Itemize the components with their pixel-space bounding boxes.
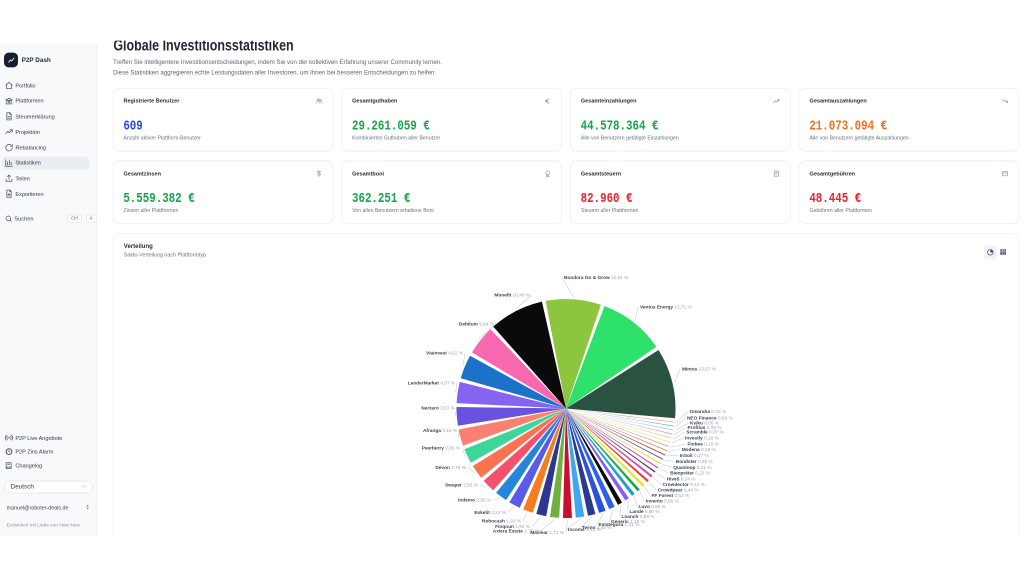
- svg-text:Estateguru 1,31 %: Estateguru 1,31 %: [599, 522, 641, 528]
- svg-text:FF Forest 0,53 %: FF Forest 0,53 %: [652, 493, 691, 499]
- svg-text:NEO Finance 0,04 %: NEO Finance 0,04 %: [687, 416, 733, 422]
- svg-text:Monefit 10,48 %: Monefit 10,48 %: [494, 293, 530, 299]
- svg-text:Crowdector 0,41 %: Crowdector 0,41 %: [663, 482, 706, 488]
- svg-text:LenderMarket 4,07 %: LenderMarket 4,07 %: [408, 381, 456, 387]
- svg-text:Ventus Energy 12,71 %: Ventus Energy 12,71 %: [640, 305, 693, 311]
- svg-text:Devon 2,75 %: Devon 2,75 %: [435, 465, 466, 471]
- svg-text:Twino 1,45 %: Twino 1,45 %: [582, 525, 612, 531]
- svg-text:Crowdpear 0,44 %: Crowdpear 0,44 %: [658, 488, 700, 494]
- svg-text:Bondora Go & Grow 10,61 %: Bondora Go & Grow 10,61 %: [564, 275, 629, 281]
- svg-text:Investly 0,10 %: Investly 0,10 %: [685, 436, 720, 442]
- svg-text:Afranga 3,18 %: Afranga 3,18 %: [423, 428, 458, 434]
- svg-text:Luvo 0,65 %: Luvo 0,65 %: [639, 504, 667, 510]
- svg-text:Generic 1,15 %: Generic 1,15 %: [611, 519, 646, 525]
- svg-text:Bienpréter 0,23 %: Bienpréter 0,23 %: [670, 471, 711, 477]
- svg-text:Robocash 1,93 %: Robocash 1,93 %: [482, 519, 522, 525]
- svg-text:Peerberry 2,85 %: Peerberry 2,85 %: [422, 446, 461, 452]
- svg-text:Lande 0,80 %: Lande 0,80 %: [630, 509, 661, 515]
- svg-text:Quanloop 0,21 %: Quanloop 0,21 %: [673, 465, 712, 471]
- svg-text:InSoil 0,17 %: InSoil 0,17 %: [680, 453, 710, 459]
- svg-text:Profitus 0,05 %: Profitus 0,05 %: [688, 425, 723, 431]
- svg-text:Maclear 1,71 %: Maclear 1,71 %: [530, 530, 565, 536]
- svg-text:Omaraha 0,03 %: Omaraha 0,03 %: [690, 409, 727, 415]
- svg-text:Nectaro 3,57 %: Nectaro 3,57 %: [421, 406, 456, 412]
- svg-text:Scramble 0,07 %: Scramble 0,07 %: [686, 430, 724, 436]
- svg-text:Esketit 2,22 %: Esketit 2,22 %: [474, 510, 506, 516]
- svg-text:Indemo 2,35 %: Indemo 2,35 %: [458, 498, 492, 504]
- svg-text:Kviku 0,05 %: Kviku 0,05 %: [690, 421, 720, 427]
- svg-text:Bondster 0,20 %: Bondster 0,20 %: [676, 459, 714, 465]
- svg-text:Debitum 5,64 %: Debitum 5,64 %: [459, 322, 495, 328]
- svg-text:Invento 0,56 %: Invento 0,56 %: [646, 499, 680, 505]
- svg-text:Mintos 13,57 %: Mintos 13,57 %: [682, 367, 717, 373]
- svg-text:Modena 0,16 %: Modena 0,16 %: [682, 447, 717, 453]
- svg-text:Finqoun 1,92 %: Finqoun 1,92 %: [495, 524, 531, 530]
- svg-text:Finbee 0,15 %: Finbee 0,15 %: [688, 442, 720, 448]
- svg-text:Income 1,62 %: Income 1,62 %: [568, 527, 602, 533]
- svg-text:Swaper 2,56 %: Swaper 2,56 %: [445, 483, 479, 489]
- svg-text:Loanch 0,88 %: Loanch 0,88 %: [622, 514, 656, 520]
- svg-text:Viainvest 4,62 %: Viainvest 4,62 %: [426, 351, 464, 357]
- svg-text:Axiera Estate 1,75 %: Axiera Estate 1,75 %: [493, 529, 540, 535]
- svg-text:Hive5 0,24 %: Hive5 0,24 %: [667, 477, 697, 483]
